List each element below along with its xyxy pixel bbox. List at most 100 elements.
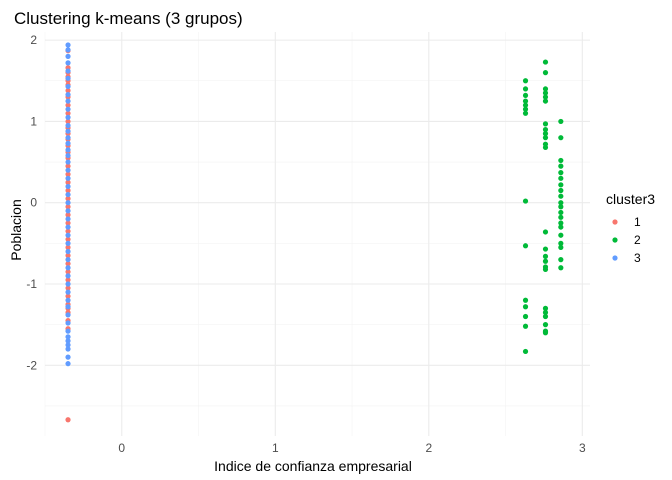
data-point-cluster-3	[65, 273, 71, 279]
y-tick-label: 0	[30, 196, 37, 210]
data-point-cluster-2	[558, 163, 564, 169]
data-point-cluster-1	[65, 196, 71, 202]
data-point-cluster-1	[65, 171, 71, 177]
data-point-cluster-1	[65, 87, 71, 94]
data-point-cluster-2	[558, 193, 564, 199]
data-point-cluster-2	[558, 209, 564, 216]
data-point-cluster-2	[542, 131, 549, 137]
data-point-cluster-3	[65, 106, 71, 112]
data-point-cluster-3	[65, 334, 71, 340]
data-point-cluster-3	[65, 208, 71, 214]
data-point-cluster-2	[522, 304, 529, 310]
data-point-cluster-3	[65, 147, 71, 153]
data-point-cluster-2	[542, 330, 549, 336]
data-point-cluster-3	[65, 114, 71, 120]
data-point-cluster-3	[65, 224, 71, 230]
data-point-cluster-2	[522, 86, 529, 92]
data-point-cluster-3	[65, 83, 71, 90]
data-point-cluster-3	[65, 167, 71, 173]
data-point-cluster-3	[65, 216, 71, 222]
legend-label-2: 2	[634, 233, 641, 247]
data-point-cluster-1	[65, 204, 71, 210]
data-point-cluster-2	[542, 322, 549, 328]
data-point-cluster-2	[558, 135, 564, 141]
data-point-cluster-2	[558, 182, 564, 188]
data-point-cluster-1	[65, 102, 71, 108]
data-point-cluster-3	[65, 342, 71, 348]
data-point-cluster-3	[65, 240, 71, 246]
data-point-cluster-1	[65, 228, 71, 234]
legend-key-2	[612, 237, 618, 243]
data-point-cluster-2	[542, 305, 549, 311]
data-point-cluster-3	[65, 232, 71, 238]
data-point-cluster-2	[522, 323, 529, 329]
data-point-cluster-3	[65, 361, 71, 367]
data-point-cluster-2	[558, 214, 564, 220]
data-point-cluster-3	[65, 200, 71, 206]
chart-title: Clustering k-means (3 grupos)	[14, 9, 243, 28]
data-point-cluster-1	[65, 417, 71, 423]
y-tick-label: 2	[30, 33, 37, 47]
data-point-cluster-2	[542, 144, 549, 151]
legend-key-1	[612, 219, 618, 225]
data-point-cluster-2	[542, 90, 549, 96]
data-point-cluster-3	[65, 328, 71, 334]
data-point-cluster-2	[542, 229, 549, 235]
data-point-cluster-1	[65, 212, 71, 218]
data-point-cluster-3	[65, 265, 71, 271]
data-point-cluster-1	[65, 269, 71, 275]
data-point-cluster-3	[65, 183, 71, 190]
data-point-cluster-2	[522, 92, 529, 99]
data-point-cluster-3	[65, 281, 71, 287]
data-point-cluster-3	[65, 354, 71, 360]
data-point-cluster-3	[65, 47, 71, 53]
data-point-cluster-3	[65, 191, 71, 198]
data-point-cluster-2	[558, 232, 564, 238]
data-point-cluster-2	[522, 297, 529, 303]
data-point-cluster-2	[542, 313, 549, 320]
data-point-cluster-3	[65, 140, 71, 146]
data-point-cluster-3	[65, 338, 71, 344]
data-point-cluster-1	[65, 244, 71, 251]
data-point-cluster-2	[542, 266, 549, 272]
data-point-cluster-3	[65, 53, 71, 59]
data-point-cluster-2	[558, 224, 564, 230]
data-point-cluster-2	[558, 170, 564, 176]
data-point-cluster-2	[522, 243, 529, 249]
data-point-cluster-3	[65, 152, 71, 159]
y-axis-label: Poblacion	[8, 199, 24, 261]
data-point-cluster-2	[522, 313, 529, 320]
data-point-cluster-3	[65, 175, 71, 181]
data-point-cluster-2	[558, 157, 564, 164]
data-point-cluster-2	[522, 110, 529, 116]
data-point-cluster-2	[558, 175, 564, 181]
data-point-cluster-1	[65, 179, 71, 185]
x-axis-ticks: 0 1 2 3	[118, 441, 586, 455]
data-point-cluster-2	[542, 70, 549, 76]
data-point-cluster-3	[65, 68, 71, 74]
data-point-cluster-1	[65, 285, 71, 291]
data-point-cluster-2	[542, 94, 549, 100]
data-point-cluster-3	[65, 42, 71, 48]
legend-key-3	[612, 255, 618, 261]
data-point-cluster-2	[558, 265, 564, 271]
data-point-cluster-2	[558, 257, 564, 263]
x-tick-label: 0	[118, 441, 125, 455]
data-point-cluster-1	[65, 293, 71, 299]
y-tick-label: -2	[26, 358, 37, 372]
grid	[44, 32, 590, 436]
data-point-cluster-3	[65, 297, 71, 303]
data-point-cluster-2	[522, 348, 529, 355]
data-point-cluster-3	[65, 312, 71, 318]
data-point-cluster-2	[522, 198, 529, 204]
data-point-cluster-2	[558, 118, 564, 125]
legend: cluster3 1 2 3	[606, 191, 655, 265]
data-point-cluster-1	[65, 163, 71, 169]
data-point-cluster-2	[558, 240, 564, 246]
y-tick-label: -1	[26, 277, 37, 291]
data-point-cluster-2	[542, 126, 549, 133]
data-points	[65, 42, 564, 423]
data-point-cluster-2	[522, 78, 529, 84]
